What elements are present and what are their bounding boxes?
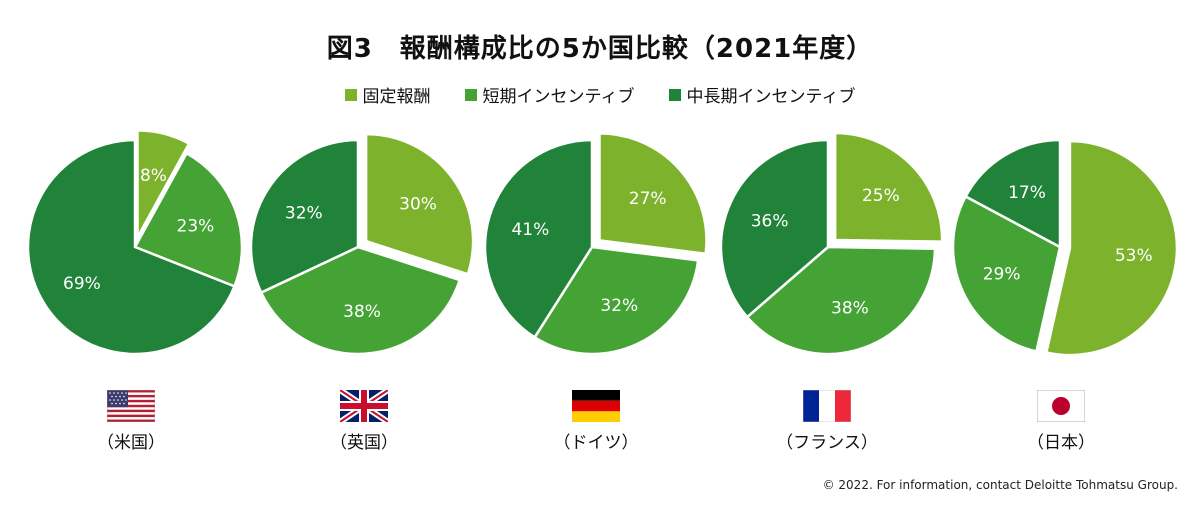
legend-swatch-fixed	[344, 88, 357, 101]
pie-data-label-4-fixed: 53%	[1115, 246, 1153, 266]
legend: 固定報酬 短期インセンティブ 中長期インセンティブ	[0, 82, 1200, 107]
pie-slice-4-fixed	[1044, 139, 1179, 357]
copyright-footer: © 2022. For information, contact Deloitt…	[822, 478, 1178, 492]
pie-charts: 8% 23% 69% 30% 38% 32% 27% 32% 41% 25% 38% 36% 53% 29…	[26, 129, 1179, 357]
france-flag-icon	[803, 390, 851, 422]
pie-data-label-2-long-term: 41%	[511, 220, 549, 240]
pie-slice-0-long-term	[26, 138, 237, 356]
pie-slice-4-long-term	[963, 138, 1062, 250]
legend-swatch-long-term	[668, 88, 681, 101]
pie-data-label-4-short-term: 29%	[983, 265, 1021, 285]
pie-slice-3-long-term	[719, 138, 830, 319]
legend-label-fixed: 固定報酬	[362, 87, 431, 107]
legend-item-fixed: 固定報酬	[344, 82, 431, 107]
pie-slice-1-short-term	[259, 245, 462, 356]
pie-data-label-3-short-term: 38%	[831, 298, 869, 318]
pie-slice-0-fixed	[136, 129, 191, 238]
legend-item-long-term: 中長期インセンティブ	[668, 82, 856, 107]
uk-flag-icon	[340, 390, 388, 422]
country-label-us: （米国）	[97, 433, 165, 453]
japan-flag-icon	[1037, 390, 1085, 422]
pie-slice-0-short-term	[133, 151, 244, 289]
pie-data-label-4-long-term: 17%	[1008, 183, 1046, 203]
pie-data-label-1-long-term: 32%	[285, 204, 323, 224]
us-flag-icon	[107, 390, 155, 422]
germany-flag-icon	[572, 390, 620, 422]
pie-data-label-3-fixed: 25%	[862, 186, 900, 206]
pie-data-label-2-short-term: 32%	[600, 296, 638, 316]
chart-title: 図3 報酬構成比の5か国比較（2021年度）	[326, 34, 874, 64]
legend-swatch-short-term	[464, 88, 477, 101]
pie-data-label-1-fixed: 30%	[399, 194, 437, 214]
pie-data-label-0-fixed: 8%	[140, 166, 167, 186]
pie-data-label-0-long-term: 69%	[63, 274, 101, 294]
country-label-uk: （英国）	[330, 433, 398, 453]
pie-slice-2-long-term	[483, 138, 594, 340]
country-label-france: （フランス）	[776, 433, 878, 453]
country-label-japan: （日本）	[1027, 433, 1095, 453]
pie-slice-1-long-term	[249, 138, 360, 295]
legend-item-short-term: 短期インセンティブ	[464, 82, 635, 107]
legend-label-short-term: 短期インセンティブ	[482, 87, 635, 107]
legend-label-long-term: 中長期インセンティブ	[686, 87, 856, 107]
country-label-germany: （ドイツ）	[553, 433, 639, 453]
pie-slice-3-fixed	[833, 131, 944, 243]
pie-data-label-0-short-term: 23%	[177, 216, 215, 236]
pie-slice-2-fixed	[598, 132, 708, 256]
pie-slice-4-short-term	[951, 194, 1062, 353]
pie-data-label-1-short-term: 38%	[343, 302, 381, 322]
pie-slice-1-fixed	[364, 132, 475, 276]
pie-slice-3-short-term	[745, 245, 937, 356]
pie-data-label-2-fixed: 27%	[629, 189, 667, 209]
pie-data-label-3-long-term: 36%	[751, 211, 789, 231]
